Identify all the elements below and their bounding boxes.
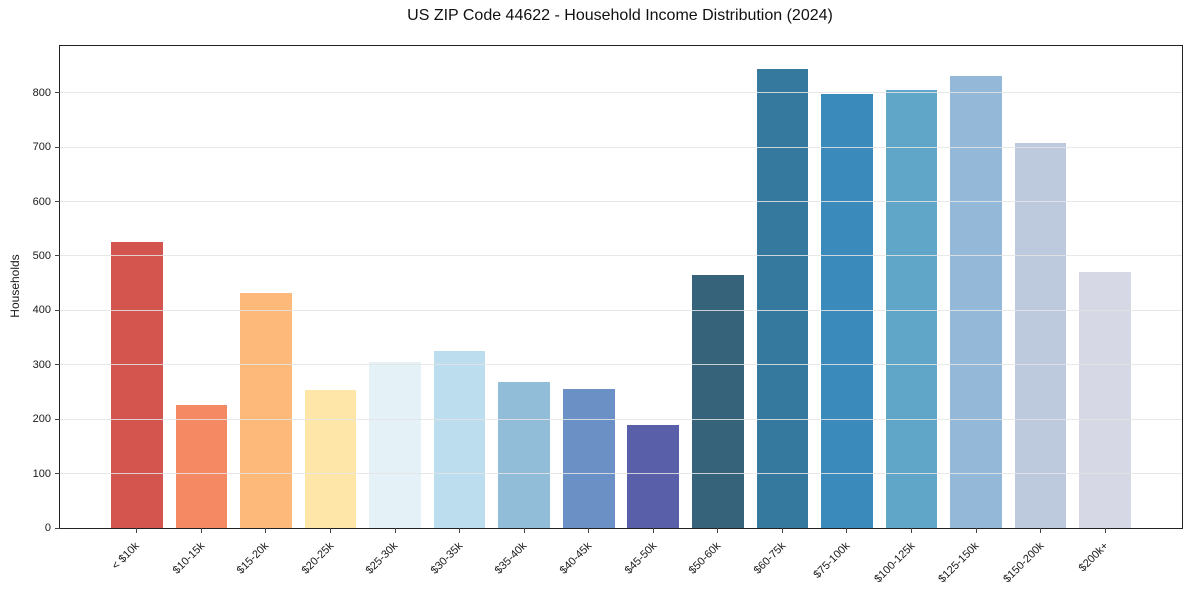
y-tick-label: 500 xyxy=(32,249,51,262)
x-tick-mark xyxy=(394,528,396,533)
x-tick-mark xyxy=(588,528,590,533)
x-tick-label: $125-150k xyxy=(936,540,982,586)
x-tick-label: $50-60k xyxy=(686,540,724,577)
y-tick-label: 600 xyxy=(32,195,51,208)
bar xyxy=(304,389,357,528)
x-tick-mark xyxy=(781,528,783,533)
y-tick-mark xyxy=(55,309,60,311)
x-tick-mark xyxy=(717,528,719,533)
x-tick-label: $10-15k xyxy=(170,540,207,577)
x-tick-mark xyxy=(136,528,138,533)
x-tick-mark xyxy=(911,528,912,533)
x-tick-label: $60-75k xyxy=(751,540,788,577)
x-tick-mark xyxy=(1104,528,1106,533)
y-tick-mark xyxy=(55,364,60,366)
y-tick-mark xyxy=(55,146,60,148)
y-tick-label: 800 xyxy=(32,86,51,99)
gridline xyxy=(60,201,1182,203)
gridline xyxy=(60,255,1182,257)
x-tick-label: < $10k xyxy=(110,540,143,573)
bar xyxy=(562,389,615,528)
bar xyxy=(1079,271,1131,528)
y-tick-mark xyxy=(55,201,60,203)
bar xyxy=(692,275,744,528)
x-tick-mark xyxy=(1040,528,1042,533)
y-tick-label: 200 xyxy=(32,413,51,426)
bar xyxy=(240,292,292,528)
x-tick-mark xyxy=(265,528,267,533)
y-tick-mark xyxy=(55,92,60,94)
x-tick-mark xyxy=(523,528,525,533)
x-tick-mark xyxy=(975,528,977,533)
x-tick-label: $25-30k xyxy=(363,540,401,577)
x-tick-mark xyxy=(200,528,202,533)
plot-area: 0 100 200 300 400 500 600 700 800 < $10k $10-15k $1… xyxy=(33,45,1183,585)
y-tick-label: 700 xyxy=(32,141,51,154)
x-tick-label: $45-50k xyxy=(622,540,659,577)
y-tick-label: 400 xyxy=(32,304,51,317)
bar xyxy=(111,242,163,528)
x-tick-label: $20-25k xyxy=(299,540,336,577)
bar xyxy=(821,93,873,528)
gridline xyxy=(60,418,1182,420)
y-tick-label: 100 xyxy=(32,467,51,480)
gridline xyxy=(60,92,1182,94)
bar xyxy=(433,351,486,528)
y-tick-label: 0 xyxy=(44,522,51,534)
bar xyxy=(756,69,809,528)
x-tick-label: $30-35k xyxy=(428,540,466,577)
x-tick-mark xyxy=(652,528,654,533)
bar xyxy=(627,424,680,528)
x-tick-label: $200k+ xyxy=(1076,540,1111,575)
x-tick-mark xyxy=(459,528,461,533)
y-axis-label: Households xyxy=(8,254,22,318)
y-tick-label: 300 xyxy=(32,358,51,371)
x-tick-mark xyxy=(329,528,331,533)
x-tick-label: $75-100k xyxy=(811,540,853,581)
bar xyxy=(498,382,550,528)
gridline xyxy=(60,309,1182,311)
y-tick-mark xyxy=(55,527,60,529)
x-tick-mark xyxy=(846,528,848,533)
gridline xyxy=(60,473,1182,475)
y-tick-mark xyxy=(55,473,60,475)
y-tick-mark xyxy=(55,255,60,257)
x-tick-label: $150-200k xyxy=(1000,540,1047,586)
x-tick-label: $15-20k xyxy=(234,540,272,577)
chart-title: US ZIP Code 44622 - Household Income Dis… xyxy=(407,7,833,24)
x-tick-label: $40-45k xyxy=(557,540,595,577)
bar xyxy=(885,89,938,528)
gridline xyxy=(60,364,1182,366)
gridline xyxy=(60,146,1182,148)
bar xyxy=(369,361,421,528)
x-tick-label: $35-40k xyxy=(493,540,530,577)
x-tick-label: $100-125k xyxy=(871,540,918,586)
bar xyxy=(950,76,1002,528)
bar xyxy=(1014,142,1067,528)
y-tick-mark xyxy=(55,418,60,420)
bar xyxy=(175,404,228,528)
